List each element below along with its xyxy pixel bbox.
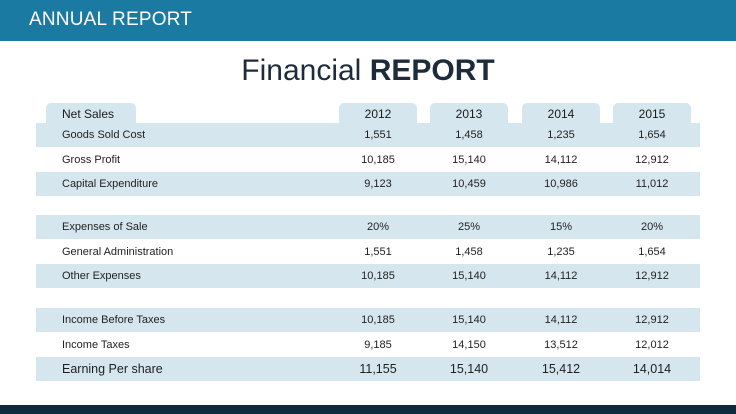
cell-2014: 10,986	[544, 178, 578, 190]
year-tab-2012: 2012	[339, 103, 417, 125]
cell-2015: 1,654	[638, 246, 666, 258]
row-label: Goods Sold Cost	[62, 129, 146, 141]
cell-2014: 1,235	[547, 129, 575, 141]
page-title: Financial REPORT	[0, 54, 736, 88]
footer-bar	[0, 405, 736, 414]
cell-2015: 12,912	[635, 270, 669, 282]
cell-2012: 11,155	[359, 362, 397, 376]
row-label: Gross Profit	[62, 154, 121, 166]
year-tab-2014: 2014	[522, 103, 600, 125]
cell-2013: 14,150	[452, 339, 486, 351]
cell-2013: 10,459	[452, 178, 486, 190]
cell-2014: 13,512	[544, 339, 578, 351]
cell-2012: 10,185	[361, 154, 395, 166]
cell-2012: 10,185	[361, 270, 395, 282]
cell-2015: 11,012	[635, 178, 669, 190]
cell-2013: 15,140	[449, 362, 489, 376]
table-row-goods-sold-cost: Goods Sold Cost 1,551 1,458 1,235 1,654	[36, 123, 700, 147]
cell-2015: 14,014	[632, 362, 672, 376]
cell-2014: 14,112	[544, 314, 578, 326]
table-row-general-administration: General Administration 1,551 1,458 1,235…	[36, 240, 700, 264]
cell-2015: 20%	[640, 221, 664, 233]
cell-2014: 14,112	[544, 270, 578, 282]
cell-2015: 12,012	[635, 339, 669, 351]
row-label: Income Taxes	[62, 339, 130, 351]
year-tab-2013: 2013	[430, 103, 508, 125]
cell-2015: 12,912	[635, 314, 669, 326]
year-tab-2015: 2015	[613, 103, 691, 125]
cell-2014: 15,412	[541, 362, 581, 376]
cell-2012: 10,185	[361, 314, 395, 326]
cell-2013: 15,140	[452, 270, 486, 282]
table-row-capital-expenditure: Capital Expenditure 9,123 10,459 10,986 …	[36, 172, 700, 196]
cell-2014: 1,235	[547, 246, 575, 258]
table-row-other-expenses: Other Expenses 10,185 15,140 14,112 12,9…	[36, 264, 700, 288]
cell-2013: 1,458	[455, 246, 483, 258]
row-label: General Administration	[62, 246, 174, 258]
page-title-bold: REPORT	[369, 54, 495, 87]
page-title-light: Financial	[241, 54, 362, 87]
table-row-income-before-taxes: Income Before Taxes 10,185 15,140 14,112…	[36, 308, 700, 332]
row-label: Earning Per share	[62, 362, 163, 376]
table-row-expenses-of-sale: Expenses of Sale 20% 25% 15% 20%	[36, 215, 700, 239]
row-label: Expenses of Sale	[62, 221, 148, 233]
cell-2012: 9,123	[364, 178, 392, 190]
table-row-earning-per-share: Earning Per share 11,155 15,140 15,412 1…	[36, 357, 700, 381]
row-label: Other Expenses	[62, 270, 141, 282]
table-row-gross-profit: Gross Profit 10,185 15,140 14,112 12,912	[36, 148, 700, 172]
cell-2012: 1,551	[364, 246, 392, 258]
row-label: Income Before Taxes	[62, 314, 166, 326]
cell-2015: 1,654	[638, 129, 666, 141]
cell-2012: 9,185	[364, 339, 392, 351]
cell-2014: 14,112	[544, 154, 578, 166]
cell-2015: 12,912	[635, 154, 669, 166]
net-sales-tab: Net Sales	[46, 103, 136, 125]
row-label: Capital Expenditure	[62, 178, 159, 190]
header-title: ANNUAL REPORT	[29, 9, 193, 30]
cell-2013: 15,140	[452, 154, 486, 166]
header-bar: ANNUAL REPORT	[0, 0, 736, 41]
cell-2013: 15,140	[452, 314, 486, 326]
cell-2012: 1,551	[364, 129, 392, 141]
cell-2014: 15%	[549, 221, 573, 233]
table-row-income-taxes: Income Taxes 9,185 14,150 13,512 12,012	[36, 333, 700, 357]
cell-2013: 25%	[457, 221, 481, 233]
cell-2013: 1,458	[455, 129, 483, 141]
cell-2012: 20%	[366, 221, 390, 233]
